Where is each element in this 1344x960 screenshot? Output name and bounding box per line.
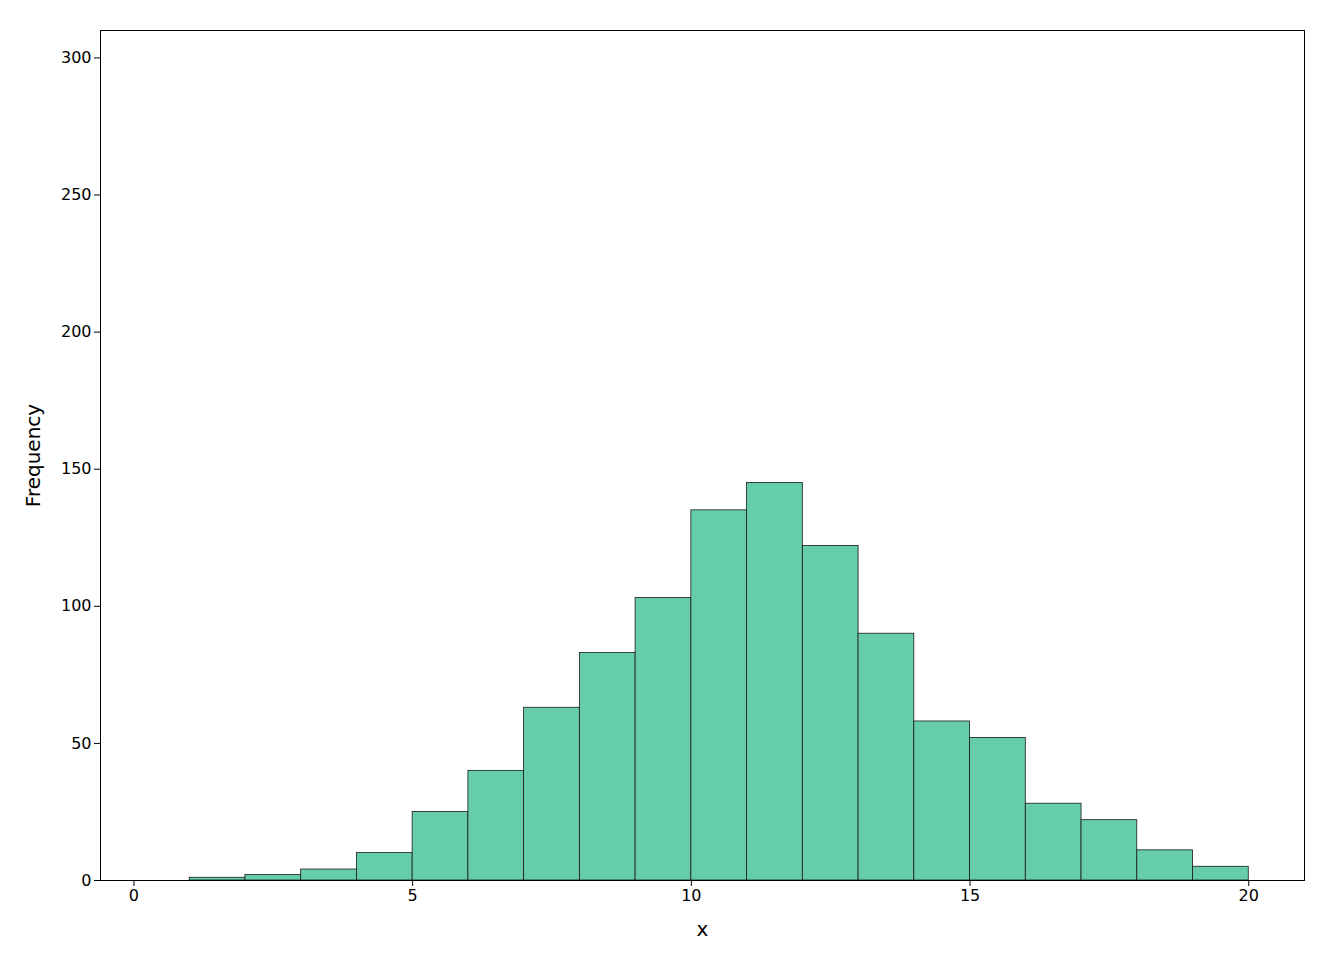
svg-text:Frequency: Frequency	[21, 404, 45, 507]
svg-text:5: 5	[408, 886, 418, 905]
svg-text:150: 150	[61, 459, 92, 478]
svg-text:0: 0	[81, 871, 91, 890]
svg-text:200: 200	[61, 322, 92, 341]
svg-text:10: 10	[681, 886, 701, 905]
svg-text:15: 15	[960, 886, 980, 905]
svg-text:300: 300	[61, 48, 92, 67]
svg-text:20: 20	[1239, 886, 1259, 905]
svg-text:250: 250	[61, 185, 92, 204]
svg-text:0: 0	[129, 886, 139, 905]
svg-text:100: 100	[61, 596, 92, 615]
svg-text:x: x	[697, 917, 709, 941]
svg-text:50: 50	[71, 734, 91, 753]
